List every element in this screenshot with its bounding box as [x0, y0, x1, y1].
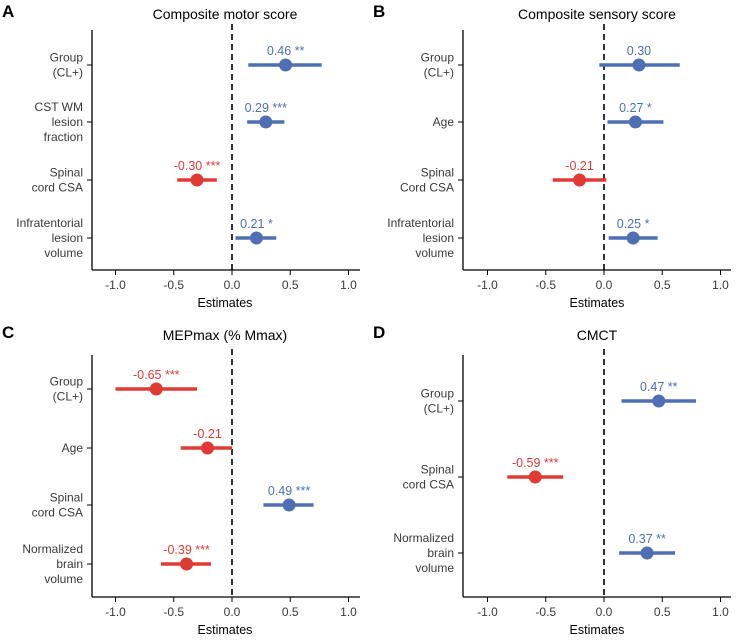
panel-d-row-label: Normalized brain volume — [393, 531, 454, 575]
panel-b-estimate-point — [628, 115, 642, 129]
panel-a-x-axis-label: Estimates — [198, 296, 253, 310]
panel-a-estimate-label: -0.30 *** — [174, 159, 221, 173]
panel-b-x-tick-label: -1.0 — [477, 278, 498, 292]
panel-c: C MEPmax (% Mmax) -1.0 -0.5 0.0 0.5 1.0 Group… — [2, 323, 360, 637]
panel-a-row-label: Infratentorial lesion volume — [16, 216, 83, 260]
panel-a-x-tick-label: 1.0 — [340, 278, 357, 292]
panel-d-estimate-point — [528, 470, 542, 484]
panel-a-title: Composite motor score — [153, 6, 298, 22]
panel-c-x-axis-label: Estimates — [198, 623, 253, 637]
panel-d-x-tick-label: -0.5 — [535, 605, 556, 619]
panel-c-x-tick-label: -0.5 — [163, 605, 184, 619]
panel-d-estimate-label: 0.37 ** — [628, 532, 666, 546]
panel-c-row-label: Age — [62, 441, 84, 455]
panel-b-row-label: Infratentorial lesion volume — [387, 216, 454, 260]
panel-a-row-label: Group (CL+) — [50, 51, 84, 80]
panel-a-estimate-label: 0.46 ** — [267, 44, 305, 58]
panel-b-estimate-point — [632, 58, 646, 72]
panel-c-row-label: Group (CL+) — [50, 375, 84, 404]
panel-d-letter: D — [373, 323, 385, 342]
panel-a: A Composite motor score -1.0 -0.5 0.0 0.5 1.… — [2, 2, 360, 310]
panel-d-row-label: Group (CL+) — [421, 387, 455, 416]
panel-c-estimate-point — [282, 498, 296, 512]
panel-d-estimate-label: 0.47 ** — [640, 380, 678, 394]
panel-c-x-tick-label: 0.0 — [224, 605, 241, 619]
panel-c-estimate-label: -0.21 — [193, 427, 222, 441]
panel-a-estimate-point — [279, 58, 293, 72]
panel-c-estimate-point — [149, 382, 163, 396]
panel-c-estimate-point — [201, 441, 215, 455]
panel-d-x-axis-label: Estimates — [570, 623, 625, 637]
panel-d-estimate-point — [640, 546, 654, 560]
panel-b-estimate-label: 0.30 — [627, 44, 651, 58]
panel-b-estimate-point — [626, 231, 640, 245]
panel-c-estimate-label: 0.49 *** — [268, 484, 311, 498]
panel-d-x-tick-label: 0.5 — [654, 605, 671, 619]
panel-a-estimate-point — [259, 115, 273, 129]
panel-d-estimate-point — [652, 394, 666, 408]
panel-b-estimate-label: -0.21 — [565, 159, 594, 173]
panel-b-row-label: Group (CL+) — [421, 51, 455, 80]
panel-b-estimate-label: 0.27 * — [619, 101, 652, 115]
panel-c-estimate-label: -0.65 *** — [133, 368, 180, 382]
panel-b-x-tick-label: 1.0 — [712, 278, 729, 292]
panel-b-letter: B — [373, 2, 385, 21]
panel-d-estimate-label: -0.59 *** — [512, 456, 559, 470]
panel-b-x-tick-label: -0.5 — [535, 278, 556, 292]
panel-d-x-tick-label: -1.0 — [477, 605, 498, 619]
panel-d-row-label: Spinal cord CSA — [403, 463, 454, 492]
panel-c-estimate-point — [180, 557, 194, 571]
panel-c-x-tick-label: -1.0 — [105, 605, 126, 619]
panel-a-x-tick-label: 0.0 — [224, 278, 241, 292]
panel-b-row-label: Spinal Cord CSA — [400, 166, 454, 195]
panel-d: D CMCT -1.0 -0.5 0.0 0.5 1.0 Group (CL+) 0.47 *… — [373, 323, 731, 637]
panel-a-row-label: Spinal cord CSA — [32, 166, 83, 195]
panel-b: B Composite sensory score -1.0 -0.5 0.0 0.5… — [373, 2, 731, 310]
panel-b-estimate-point — [573, 173, 587, 187]
panel-c-x-tick-label: 0.5 — [282, 605, 299, 619]
panel-b-x-tick-label: 0.5 — [654, 278, 671, 292]
panel-d-title: CMCT — [577, 327, 618, 343]
panel-b-row-label: Age — [433, 115, 455, 129]
panel-c-letter: C — [2, 323, 14, 342]
panel-c-title: MEPmax (% Mmax) — [163, 327, 287, 343]
panel-d-x-tick-label: 0.0 — [596, 605, 613, 619]
panel-b-x-axis-label: Estimates — [570, 296, 625, 310]
panel-a-row-label: CST WM lesion fraction — [35, 100, 83, 144]
panel-a-x-tick-label: 0.5 — [282, 278, 299, 292]
panel-a-estimate-label: 0.29 *** — [245, 101, 288, 115]
panel-a-estimate-point — [249, 231, 263, 245]
panel-c-x-tick-label: 1.0 — [340, 605, 357, 619]
panel-a-estimate-point — [190, 173, 204, 187]
panel-a-x-tick-label: -0.5 — [163, 278, 184, 292]
panel-c-row-label: Spinal cord CSA — [32, 491, 83, 520]
panel-b-estimate-label: 0.25 * — [617, 217, 650, 231]
panel-a-x-tick-label: -1.0 — [105, 278, 126, 292]
panel-a-letter: A — [2, 2, 14, 21]
panel-b-x-tick-label: 0.0 — [596, 278, 613, 292]
panel-b-title: Composite sensory score — [518, 6, 676, 22]
panel-a-estimate-label: 0.21 * — [240, 217, 273, 231]
panel-c-estimate-label: -0.39 *** — [163, 543, 210, 557]
panel-c-row-label: Normalized brain volume — [22, 542, 83, 586]
panel-d-x-tick-label: 1.0 — [712, 605, 729, 619]
